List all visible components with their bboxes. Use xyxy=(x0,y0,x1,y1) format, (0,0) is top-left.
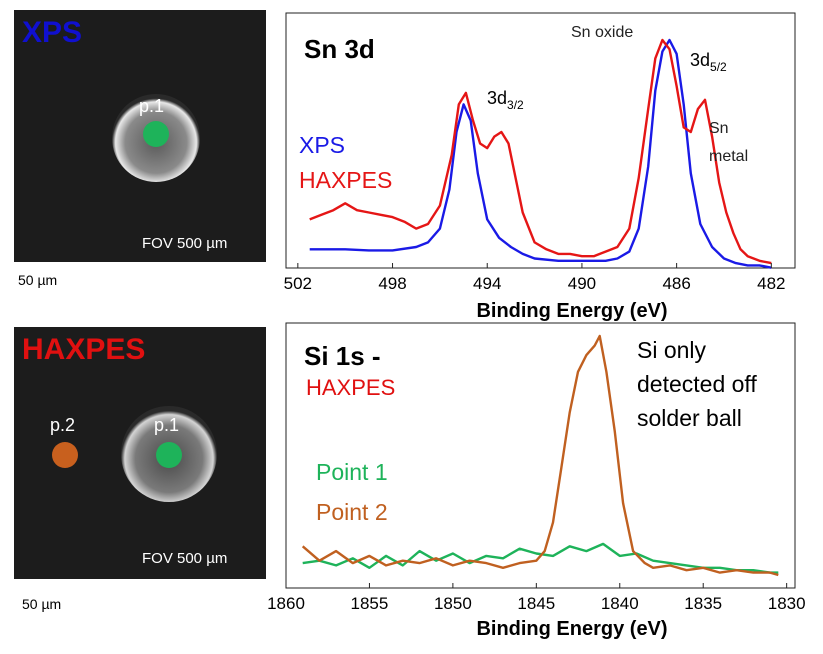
annotation-3d32-base: 3d xyxy=(487,88,507,108)
plot-frame xyxy=(285,12,796,269)
scale-bar-label: 50 µm xyxy=(22,596,62,612)
point-1-marker xyxy=(143,121,169,147)
annotation-line-2: detected off xyxy=(637,371,757,397)
series-line-xps xyxy=(309,38,772,269)
point-2-marker xyxy=(52,442,78,468)
x-tick-label: 498 xyxy=(378,274,406,293)
legend-haxpes: HAXPES xyxy=(299,167,392,193)
annotation-3d32-sub: 3/2 xyxy=(507,98,524,112)
x-tick-label: 486 xyxy=(662,274,690,293)
legend-point-1: Point 1 xyxy=(316,459,388,485)
si-1s-chart: 1860 1855 1850 1845 1840 1835 1830 Si 1s - HAX… xyxy=(267,322,806,640)
annotation-sn-label: Sn xyxy=(709,120,729,137)
x-axis-label: Binding Energy (eV) xyxy=(476,618,667,640)
x-tick-label: 1850 xyxy=(434,594,472,613)
annotation-3d52-sub: 5/2 xyxy=(710,60,727,74)
x-tick-label: 482 xyxy=(757,274,785,293)
xps-image-panel: XPS p.1 FOV 500 µm xyxy=(14,10,266,262)
fov-label: FOV 500 µm xyxy=(142,235,228,252)
legend-xps: XPS xyxy=(299,132,345,158)
legend-point-2: Point 2 xyxy=(316,499,388,525)
annotation-metal-label: metal xyxy=(709,148,748,165)
haxpes-image-panel: HAXPES p.1 p.2 FOV 500 µm xyxy=(14,327,266,579)
x-tick-label: 1860 xyxy=(267,594,305,613)
series-line-point-2 xyxy=(301,334,779,577)
point-1-marker xyxy=(156,442,182,468)
scale-bar-label: 50 µm xyxy=(18,272,58,288)
annotation-line-1: Si only xyxy=(637,337,707,363)
annotation-3d52: 3d5/2 xyxy=(690,50,727,74)
haxpes-image-title: HAXPES xyxy=(22,333,146,366)
point-1-label: p.1 xyxy=(139,96,165,116)
x-tick-label: 490 xyxy=(568,274,596,293)
chart-title: Sn 3d xyxy=(304,34,375,64)
plot-frame xyxy=(285,322,796,589)
fov-label: FOV 500 µm xyxy=(142,550,228,567)
annotation-3d32: 3d3/2 xyxy=(487,88,524,112)
xps-image-title: XPS xyxy=(22,16,83,49)
annotation-sn-oxide: Sn oxide xyxy=(571,24,633,41)
x-axis-label: Binding Energy (eV) xyxy=(476,300,667,322)
series-line-haxpes xyxy=(309,38,772,265)
point-2-label: p.2 xyxy=(50,415,76,435)
chart-title: Si 1s - xyxy=(304,341,381,371)
chart-subtitle: HAXPES xyxy=(306,375,395,400)
annotation-3d52-base: 3d xyxy=(690,50,710,70)
x-tick-label: 1835 xyxy=(684,594,722,613)
x-tick-label: 494 xyxy=(473,274,501,293)
point-1-label: p.1 xyxy=(154,415,180,435)
sn-3d-chart: 502 498 494 490 486 482 Sn 3d XPS HAXPES Sn o… xyxy=(284,12,796,322)
x-tick-label: 502 xyxy=(284,274,312,293)
x-tick-label: 1840 xyxy=(601,594,639,613)
x-tick-label: 1845 xyxy=(517,594,555,613)
x-tick-label: 1830 xyxy=(768,594,806,613)
annotation-line-3: solder ball xyxy=(637,405,742,431)
x-tick-label: 1855 xyxy=(351,594,389,613)
